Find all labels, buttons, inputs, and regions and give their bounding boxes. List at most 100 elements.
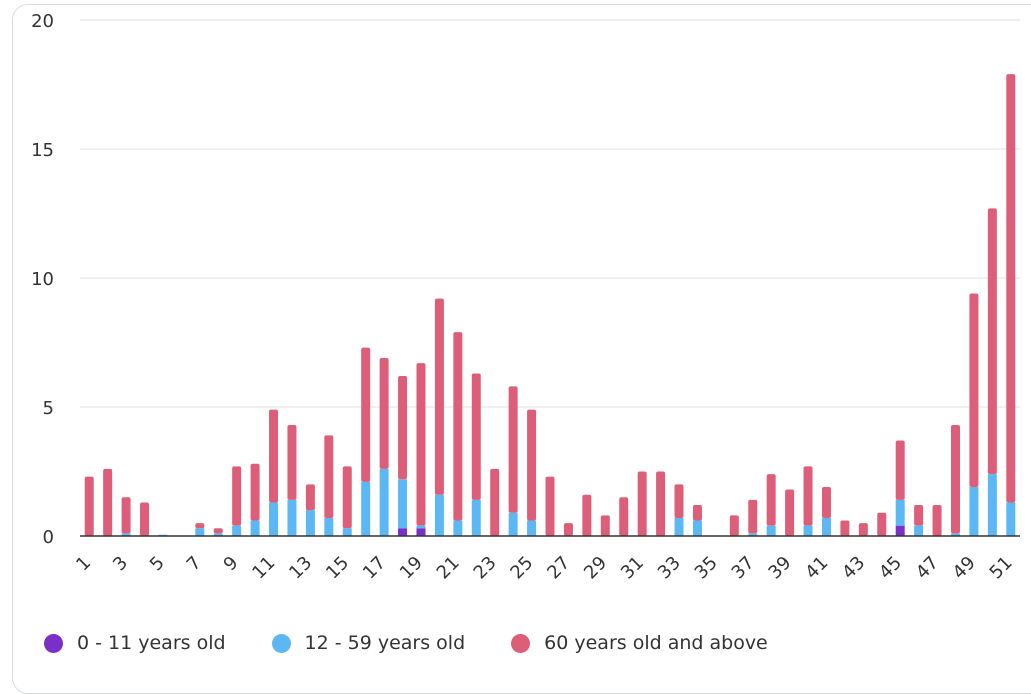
bar-segment[interactable] [969,486,979,536]
bar-segment[interactable] [453,332,463,521]
bar-segment[interactable] [1006,74,1016,503]
bar-segment[interactable] [324,517,334,536]
bar-segment[interactable] [434,298,444,495]
bar-segment[interactable] [213,528,223,534]
bar-segment[interactable] [342,528,352,536]
bar-segment[interactable] [692,520,702,536]
bar-segment[interactable] [121,533,131,536]
bar-segment[interactable] [398,479,408,529]
x-tick-label: 15 [322,552,353,583]
bar-segment[interactable] [232,466,242,526]
bar-segment[interactable] [877,512,887,536]
x-tick-label: 45 [875,552,906,583]
bar-segment[interactable] [766,525,776,536]
bar-segment[interactable] [379,357,389,469]
bar-segment[interactable] [140,502,150,536]
bar-segment[interactable] [84,476,94,536]
legend-item-0-11[interactable]: 0 - 11 years old [44,632,226,654]
bar-segment[interactable] [914,525,924,536]
bar-segment[interactable] [803,466,813,526]
bar-segment[interactable] [490,468,500,536]
y-tick-label: 10 [31,269,54,290]
bar-segment[interactable] [950,425,960,534]
bar-segment[interactable] [250,520,260,536]
bar-segment[interactable] [453,520,463,536]
bar-segment[interactable] [674,484,684,518]
bar-segment[interactable] [195,523,205,529]
bar-segment[interactable] [232,525,242,536]
bar-segment[interactable] [508,512,518,536]
x-tick-label: 37 [728,552,759,583]
bar-segment[interactable] [471,499,481,536]
bar-segment[interactable] [342,466,352,529]
y-tick-label: 5 [43,398,54,419]
bar-segment[interactable] [950,533,960,536]
bar-segment[interactable] [287,499,297,536]
bar-segment[interactable] [545,476,555,536]
x-tick-label: 9 [220,552,243,575]
bar-segment[interactable] [213,533,223,536]
bar-segment[interactable] [932,505,942,536]
legend-item-12-59[interactable]: 12 - 59 years old [271,632,465,654]
bar-segment[interactable] [674,517,684,536]
bar-segment[interactable] [821,486,831,518]
bar-segment[interactable] [895,499,905,526]
x-tick-label: 27 [543,552,574,583]
bar-segment[interactable] [434,494,444,536]
bar-segment[interactable] [305,510,315,536]
bar-segment[interactable] [600,515,610,536]
x-tick-label: 23 [470,552,501,583]
bar-segment[interactable] [840,520,850,536]
bar-segment[interactable] [269,502,279,536]
bar-segment[interactable] [416,528,426,536]
bar-segment[interactable] [987,474,997,536]
bar-segment[interactable] [324,435,334,518]
bar-segment[interactable] [195,528,205,536]
x-tick-label: 41 [801,552,832,583]
bar-segment[interactable] [803,525,813,536]
bar-segment[interactable] [103,468,113,536]
bar-segment[interactable] [785,489,795,536]
bar-segment[interactable] [1006,502,1016,536]
bar-segment[interactable] [379,468,389,536]
bar-segment[interactable] [398,528,408,536]
bar-segment[interactable] [563,523,573,536]
bar-segment[interactable] [895,440,905,500]
bar-segment[interactable] [287,425,297,500]
bar-segment[interactable] [858,523,868,536]
bar-segment[interactable] [619,497,629,536]
bar-segment[interactable] [471,373,481,500]
x-tick-label: 7 [183,552,206,575]
bar-segment[interactable] [508,386,518,513]
bar-segment[interactable] [987,208,997,475]
bar-segment[interactable] [582,494,592,536]
bar-segment[interactable] [748,499,758,534]
legend-item-60-plus[interactable]: 60 years old and above [511,632,768,654]
bar-segment[interactable] [305,484,315,511]
bar-segment[interactable] [527,409,537,521]
bar-segment[interactable] [361,481,371,536]
bar-segment[interactable] [416,525,426,529]
bar-segment[interactable] [398,376,408,480]
legend: 0 - 11 years old 12 - 59 years old 60 ye… [44,632,814,654]
bar-segment[interactable] [269,409,279,503]
bar-segment[interactable] [656,471,666,537]
bar-segment[interactable] [895,525,905,536]
bar-segment[interactable] [250,463,260,521]
bar-segment[interactable] [766,474,776,526]
x-tick-label: 35 [691,552,722,583]
legend-label-60-plus: 60 years old and above [544,632,768,654]
bar-segment[interactable] [914,505,924,526]
bar-segment[interactable] [416,363,426,526]
bar-segment[interactable] [729,515,739,536]
bar-segment[interactable] [748,533,758,536]
bar-segment[interactable] [121,497,131,534]
bar-segment[interactable] [692,505,702,521]
bar-segment[interactable] [969,293,979,487]
x-tick-label: 43 [838,552,869,583]
bar-segment[interactable] [821,517,831,536]
bar-segment[interactable] [527,520,537,536]
bars [84,74,1016,537]
bar-segment[interactable] [361,347,371,482]
bar-segment[interactable] [637,471,647,537]
